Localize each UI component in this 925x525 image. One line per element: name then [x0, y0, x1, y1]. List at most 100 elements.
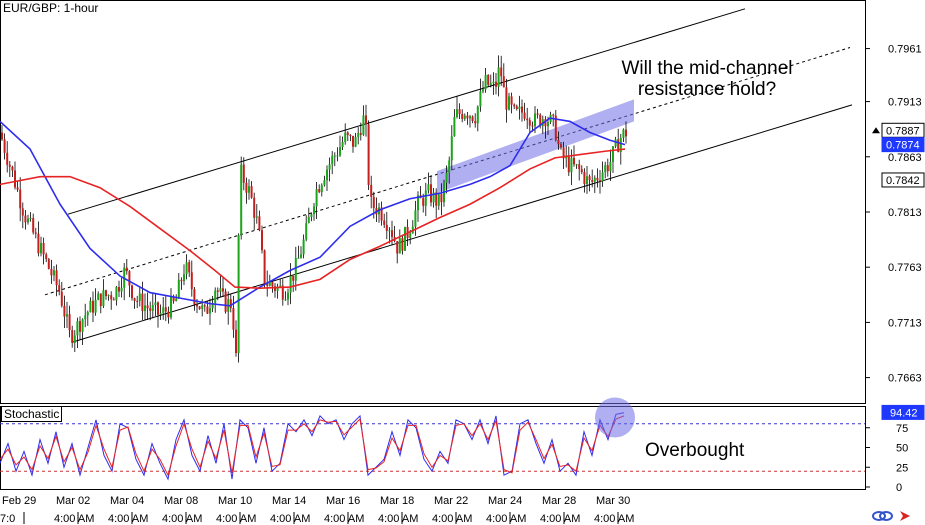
candle-bear	[146, 305, 149, 309]
candle-bear	[359, 132, 362, 135]
candle-bear	[32, 218, 35, 233]
x-date-label: Mar 16	[326, 495, 360, 507]
x-date-label: Mar 24	[488, 495, 522, 507]
candle-bear	[190, 272, 193, 290]
link-icon[interactable]	[872, 511, 893, 521]
candle-bear	[141, 293, 144, 312]
candle-bull	[201, 305, 204, 310]
candle-bear	[281, 285, 284, 300]
x-date-label: Mar 18	[380, 495, 414, 507]
candle-bear	[136, 300, 139, 302]
candle-bull	[492, 81, 495, 84]
candle-bull	[185, 262, 188, 275]
candle-bull	[450, 136, 453, 161]
candle-bull	[76, 321, 79, 336]
x-date-label: Mar 02	[56, 495, 90, 507]
price-tick-label: 0.7763	[888, 262, 922, 274]
candle-bear	[573, 157, 575, 165]
candle-bull	[463, 115, 466, 119]
candle-bull	[424, 190, 427, 206]
candle-bear	[617, 139, 620, 153]
candle-bear	[458, 109, 461, 115]
x-date-label: Mar 08	[164, 495, 198, 507]
candle-bear	[118, 287, 120, 292]
candle-bear	[167, 311, 170, 318]
arrow-right-icon[interactable]	[900, 511, 910, 521]
candle-bear	[14, 170, 16, 188]
candle-bear	[133, 298, 136, 301]
candle-bull	[307, 216, 310, 224]
candle-bull	[398, 238, 401, 254]
x-time-label: 4:00 AM	[540, 513, 580, 525]
candle-bear	[606, 165, 609, 172]
price-tick-label: 0.7913	[888, 97, 922, 109]
candle-bull	[209, 308, 211, 314]
candle-bull	[344, 132, 347, 143]
overbought-annotation: Overbought	[645, 440, 745, 461]
candle-bull	[417, 195, 419, 211]
candle-bear	[531, 125, 534, 127]
x-time-label: 7:0	[0, 513, 15, 525]
x-time-label: 4:00 AM	[594, 513, 634, 525]
candle-bear	[128, 271, 131, 286]
candle-bear	[474, 121, 477, 124]
candle-bull	[183, 274, 185, 282]
candle-bear	[58, 285, 61, 292]
candle-bull	[310, 214, 313, 217]
candle-bull	[151, 304, 154, 311]
candle-bull	[279, 285, 282, 287]
candle-bull	[508, 96, 510, 110]
candle-bull	[248, 186, 250, 193]
candle-bear	[258, 216, 261, 231]
candle-bull	[159, 313, 162, 315]
candle-bear	[21, 208, 24, 216]
candle-bear	[34, 232, 37, 234]
candle-bull	[177, 279, 180, 299]
candle-bear	[47, 259, 50, 269]
x-time-label: 4:00 AM	[486, 513, 526, 525]
candle-bull	[547, 122, 549, 127]
candle-bear	[235, 329, 237, 354]
candle-bear	[557, 139, 560, 145]
candle-bull	[305, 223, 308, 240]
candle-bear	[206, 306, 209, 314]
candle-bear	[349, 135, 352, 137]
candle-bull	[484, 74, 487, 90]
candle-bull	[604, 165, 607, 173]
candle-bull	[29, 218, 32, 220]
candle-bear	[505, 87, 508, 110]
candle-bear	[562, 147, 565, 159]
candle-bear	[461, 114, 464, 119]
candle-bull	[328, 164, 331, 170]
candle-bear	[112, 299, 115, 301]
candle-bear	[224, 291, 227, 312]
candle-bull	[570, 157, 573, 173]
candle-bull	[240, 164, 243, 236]
candle-bear	[346, 132, 349, 136]
candle-bull	[354, 137, 357, 147]
candle-bull	[333, 155, 336, 157]
price-tick-label: 0.7961	[888, 44, 922, 56]
stoch-k-line	[0, 412, 625, 481]
candle-bear	[242, 164, 245, 183]
candle-bear	[274, 286, 276, 291]
candle-bear	[188, 262, 191, 273]
candle-bear	[271, 281, 274, 287]
candle-bull	[489, 83, 492, 85]
candle-bull	[612, 146, 614, 162]
stoch-value-box	[881, 404, 925, 420]
candle-bull	[614, 139, 617, 147]
candle-bear	[536, 113, 539, 115]
candle-bear	[510, 96, 513, 105]
stoch-value-text: 94.42	[890, 407, 918, 419]
candle-bull	[315, 189, 318, 207]
candle-bull	[89, 300, 92, 313]
candle-bear	[216, 290, 219, 292]
candle-bear	[63, 305, 66, 317]
candle-bear	[6, 152, 9, 165]
candle-bear	[45, 254, 48, 260]
candle-bear	[526, 118, 529, 121]
mid-channel-question-annotation: Will the mid-channel resistance hold?	[621, 58, 793, 100]
candle-bear	[372, 196, 375, 209]
